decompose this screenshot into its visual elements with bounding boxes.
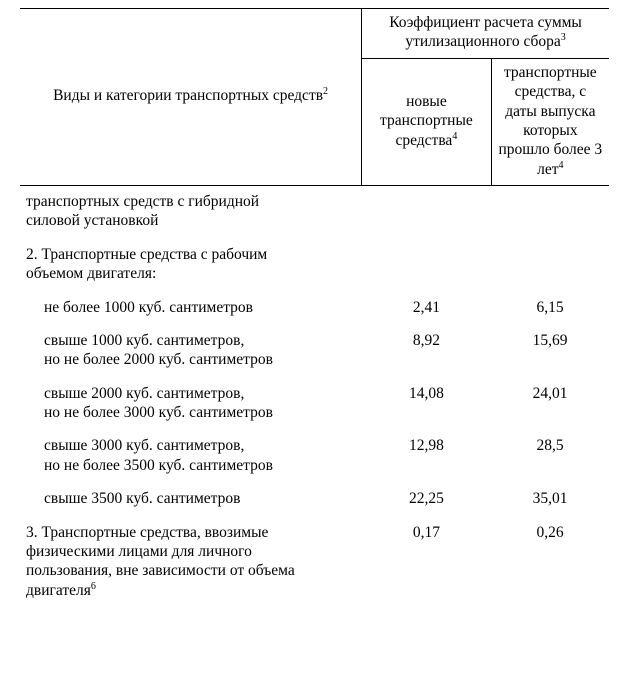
section2-line2: объемом двигателя: xyxy=(26,264,356,283)
header-left-text: Виды и категории транспортных средств xyxy=(53,87,323,104)
section3-row: 3. Транспортные средства, ввозимые физич… xyxy=(20,523,609,601)
header-col3-cell: транспортные средства, с даты выпуска ко… xyxy=(491,58,609,185)
header-table: Виды и категории транспортных средств2 К… xyxy=(20,8,609,186)
intro-line1: транспортных средств с гибридной xyxy=(26,192,356,211)
body-area: транспортных средств с гибридной силовой… xyxy=(20,186,609,600)
row-val-old: 28,5 xyxy=(491,436,609,475)
header-right-top-sup: 3 xyxy=(561,32,566,43)
section3-line4: двигателя6 xyxy=(26,581,356,600)
header-right-top-cell: Коэффициент расчета суммы утилизационног… xyxy=(362,9,609,59)
row-label: свыше 3500 куб. сантиметров xyxy=(26,489,356,508)
intro-line2: силовой установкой xyxy=(26,211,356,230)
row-val-old: 15,69 xyxy=(491,331,609,370)
table-row: свыше 2000 куб. сантиметров, но не более… xyxy=(20,384,609,423)
section3-val-new: 0,17 xyxy=(362,523,492,601)
table-row: свыше 3000 куб. сантиметров, но не более… xyxy=(20,436,609,475)
row-val-old: 35,01 xyxy=(491,489,609,508)
section3-line3: пользования, вне зависимости от объема xyxy=(26,561,356,580)
section2-line1: 2. Транспортные средства с рабочим xyxy=(26,245,356,264)
row-label: но не более 2000 куб. сантиметров xyxy=(26,350,356,369)
row-val-new: 12,98 xyxy=(362,436,492,475)
row-label: но не более 3000 куб. сантиметров xyxy=(26,403,356,422)
table-row: не более 1000 куб. сантиметров 2,41 6,15 xyxy=(20,298,609,317)
header-left-cell: Виды и категории транспортных средств2 xyxy=(20,9,362,186)
row-label: свыше 2000 куб. сантиметров, xyxy=(26,384,356,403)
section3-line1: 3. Транспортные средства, ввозимые xyxy=(26,523,356,542)
header-col2-sup: 4 xyxy=(452,130,457,141)
row-val-new: 2,41 xyxy=(362,298,492,317)
row-val-old: 24,01 xyxy=(491,384,609,423)
body-table: транспортных средств с гибридной силовой… xyxy=(20,192,609,600)
row-label: не более 1000 куб. сантиметров xyxy=(26,298,356,317)
row-val-old: 6,15 xyxy=(491,298,609,317)
table-row: свыше 3500 куб. сантиметров 22,25 35,01 xyxy=(20,489,609,508)
section2-heading-row: 2. Транспортные средства с рабочим объем… xyxy=(20,245,609,284)
header-col3-sup: 4 xyxy=(559,159,564,170)
row-val-new: 14,08 xyxy=(362,384,492,423)
intro-text-cell: транспортных средств с гибридной силовой… xyxy=(20,192,362,231)
header-col2-text: новые транспортные средства xyxy=(380,93,473,149)
section3-val-old: 0,26 xyxy=(491,523,609,601)
row-label: но не более 3500 куб. сантиметров xyxy=(26,456,356,475)
section3-sup: 6 xyxy=(91,580,96,591)
header-col3-text: транспортные средства, с даты выпуска ко… xyxy=(499,64,603,178)
row-val-new: 8,92 xyxy=(362,331,492,370)
section2-heading-cell: 2. Транспортные средства с рабочим объем… xyxy=(20,245,362,284)
section3-cell: 3. Транспортные средства, ввозимые физич… xyxy=(20,523,362,601)
empty-cell xyxy=(491,192,609,231)
row-val-new: 22,25 xyxy=(362,489,492,508)
row-label: свыше 3000 куб. сантиметров, xyxy=(26,436,356,455)
table-row: свыше 1000 куб. сантиметров, но не более… xyxy=(20,331,609,370)
header-left-sup: 2 xyxy=(323,86,328,97)
header-right-top-text: Коэффициент расчета суммы утилизационног… xyxy=(389,14,582,50)
header-col2-cell: новые транспортные средства4 xyxy=(362,58,492,185)
document-page: Виды и категории транспортных средств2 К… xyxy=(0,0,629,693)
row-label: свыше 1000 куб. сантиметров, xyxy=(26,331,356,350)
empty-cell xyxy=(362,192,492,231)
section3-line2: физическими лицами для личного xyxy=(26,542,356,561)
intro-row: транспортных средств с гибридной силовой… xyxy=(20,192,609,231)
section3-line4-text: двигателя xyxy=(26,582,91,599)
